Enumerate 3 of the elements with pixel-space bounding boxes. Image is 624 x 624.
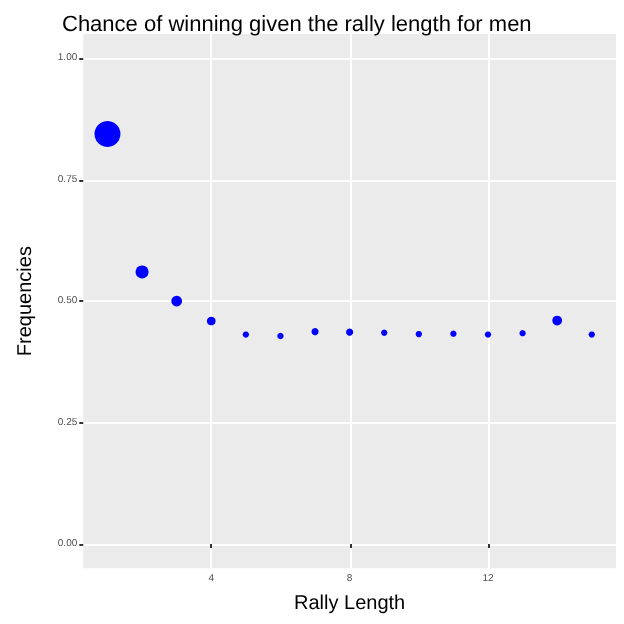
x-axis-title: Rally Length — [294, 593, 406, 615]
y-axis-title: Frequencies — [15, 246, 37, 357]
chart-title: Chance of winning given the rally length for men — [62, 13, 532, 37]
